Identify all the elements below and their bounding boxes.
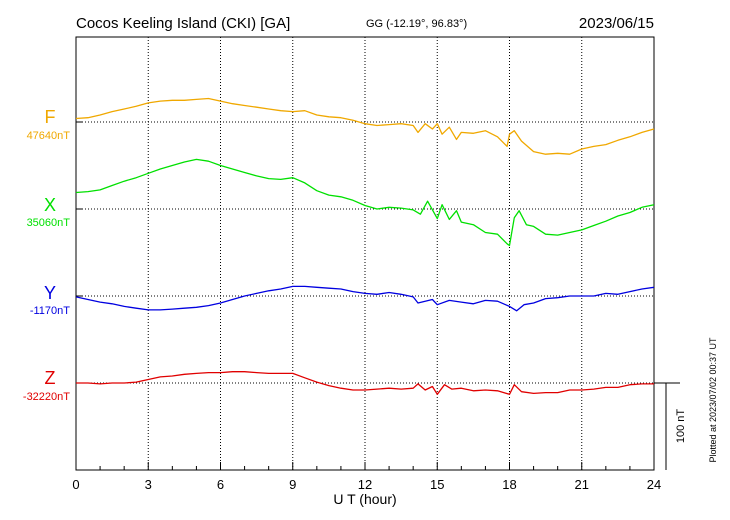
series-line-x — [75, 158, 655, 247]
x-axis-label: U T (hour) — [333, 491, 396, 507]
grid — [147, 37, 583, 470]
series-line-y — [75, 285, 655, 312]
series-line-z — [76, 371, 654, 395]
x-tick-label: 21 — [575, 477, 589, 492]
component-label-x: X — [44, 195, 56, 215]
station-title: Cocos Keeling Island (CKI) [GA] — [76, 15, 290, 32]
station-coordinates: GG (-12.19°, 96.83°) — [366, 18, 467, 30]
x-tick-label: 18 — [502, 477, 516, 492]
x-axis-ticks: 0 3 6 9 12 15 18 21 24 — [72, 462, 661, 492]
series-line-f — [75, 97, 655, 155]
x-tick-label: 6 — [217, 477, 224, 492]
baselines — [76, 121, 654, 384]
baseline-value-z: -32220nT — [23, 391, 70, 403]
x-tick-label: 12 — [358, 477, 372, 492]
series-lines — [75, 97, 655, 395]
x-tick-label: 0 — [72, 477, 79, 492]
component-label-z: Z — [45, 368, 56, 388]
x-tick-label: 3 — [145, 477, 152, 492]
series-labels: F 47640nT X 35060nT Y -1170nT Z -32220nT — [23, 107, 70, 403]
scale-bar-label: 100 nT — [675, 409, 687, 444]
baseline-value-y: -1170nT — [30, 305, 70, 317]
x-tick-label: 15 — [430, 477, 444, 492]
scale-bar: 100 nT — [654, 382, 687, 470]
component-label-f: F — [45, 107, 56, 127]
x-tick-label: 9 — [289, 477, 296, 492]
component-label-y: Y — [44, 283, 56, 303]
plotted-note: Plotted at 2023/07/02 00:37 UT — [708, 337, 718, 463]
baseline-value-f: 47640nT — [27, 130, 71, 142]
x-tick-label: 24 — [647, 477, 661, 492]
baseline-value-x: 35060nT — [27, 217, 71, 229]
date-label: 2023/06/15 — [579, 15, 654, 32]
